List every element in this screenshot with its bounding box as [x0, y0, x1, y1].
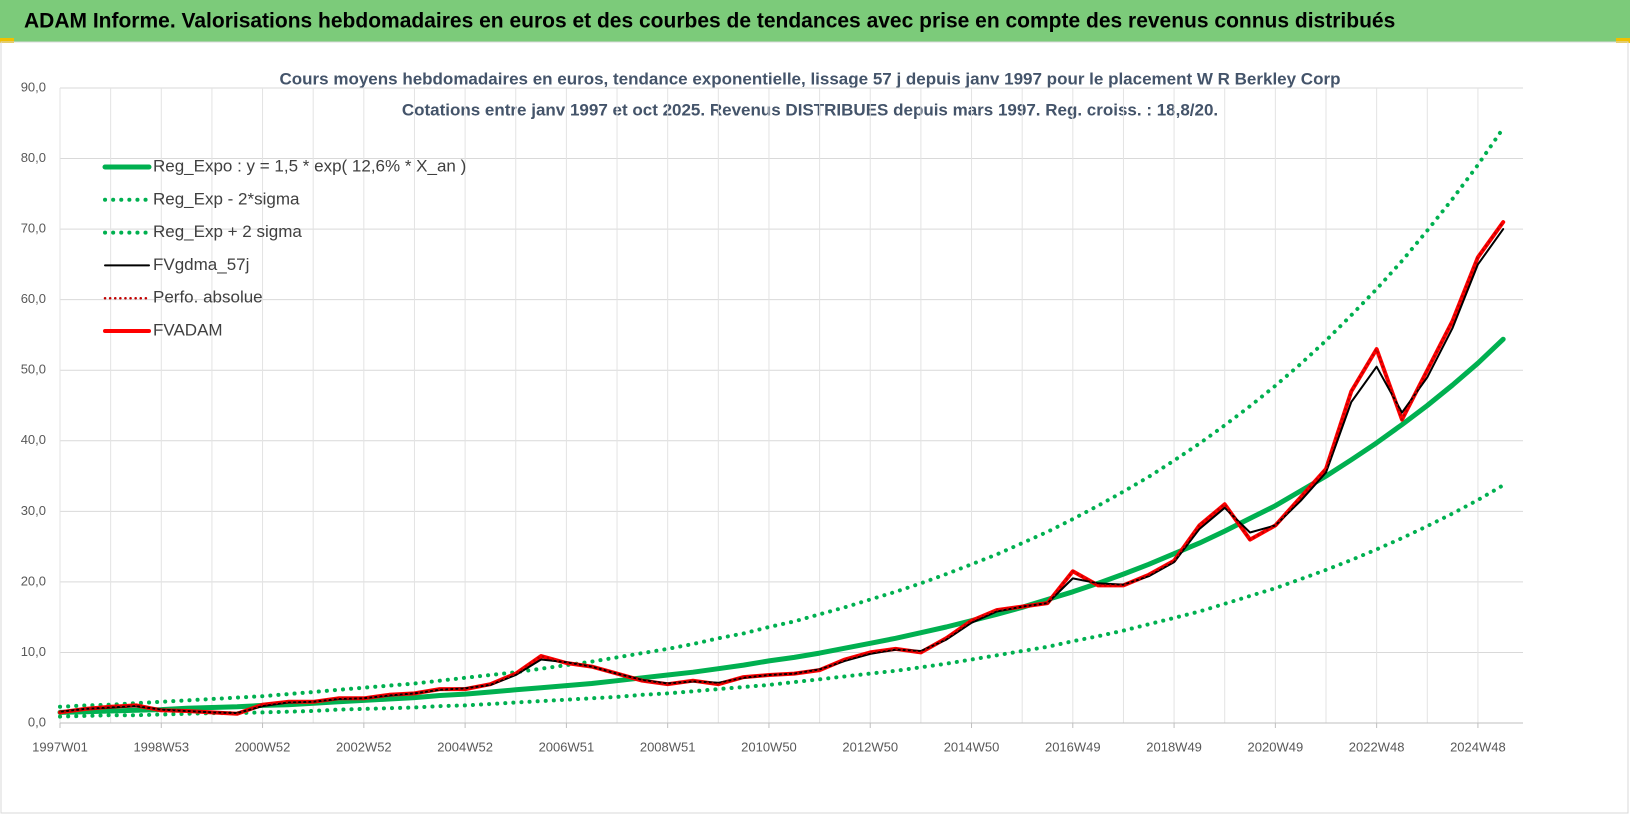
x-tick-label: 1997W01: [32, 739, 88, 754]
legend-label: Reg_Exp - 2*sigma: [153, 189, 300, 208]
series-line: [58, 483, 1506, 719]
legend-label: Reg_Expo : y = 1,5 * exp( 12,6% * X_an ): [153, 156, 466, 175]
chart-title: Cours moyens hebdomadaires en euros, ten…: [280, 69, 1341, 88]
y-tick-label: 80,0: [21, 150, 46, 165]
x-tick-label: 2020W49: [1248, 739, 1304, 754]
legend-label: Reg_Exp + 2 sigma: [153, 222, 302, 241]
x-tick-label: 1998W53: [133, 739, 189, 754]
frame: [0, 41, 1629, 814]
legend-label: FVgdma_57j: [153, 255, 249, 274]
y-tick-label: 40,0: [21, 432, 46, 447]
y-tick-label: 90,0: [21, 79, 46, 94]
x-tick-label: 2008W51: [640, 739, 696, 754]
x-tick-label: 2016W49: [1045, 739, 1101, 754]
legend-label: Perfo. absolue: [153, 288, 263, 307]
x-tick-label: 2000W52: [235, 739, 291, 754]
y-tick-label: 30,0: [21, 503, 46, 518]
x-tick-label: 2006W51: [539, 739, 595, 754]
x-tick-label: 2002W52: [336, 739, 392, 754]
x-tick-label: 2018W49: [1146, 739, 1202, 754]
header-title: ADAM Informe. Valorisations hebdomadaire…: [24, 10, 1395, 33]
series-line: [57, 336, 1506, 715]
legend-label: FVADAM: [153, 320, 223, 339]
x-tick-label: 2014W50: [944, 739, 1000, 754]
y-tick-label: 0,0: [28, 714, 46, 729]
y-tick-label: 50,0: [21, 362, 46, 377]
corner: [0, 38, 14, 43]
y-tick-label: 70,0: [21, 221, 46, 236]
x-tick-label: 2012W50: [842, 739, 898, 754]
x-tick-label: 2024W48: [1450, 739, 1506, 754]
series-line: [58, 126, 1506, 709]
y-tick-label: 10,0: [21, 644, 46, 659]
y-tick-label: 60,0: [21, 291, 46, 306]
x-tick-label: 2010W50: [741, 739, 797, 754]
x-tick-label: 2004W52: [437, 739, 493, 754]
corner: [1616, 38, 1630, 43]
series-line: [58, 220, 1505, 716]
x-tick-label: 2022W48: [1349, 739, 1405, 754]
header-bar: [0, 0, 1630, 42]
y-tick-label: 20,0: [21, 573, 46, 588]
chart-subtitle: Cotations entre janv 1997 et oct 2025. R…: [402, 100, 1218, 119]
